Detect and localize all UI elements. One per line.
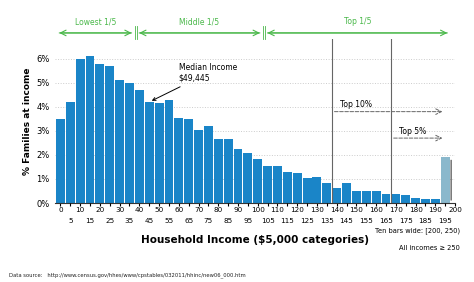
Bar bbox=[184, 119, 193, 203]
Text: Data source:   http://www.census.gov/hhes/www/cpstables/032011/hhinc/new06_000.h: Data source: http://www.census.gov/hhes/… bbox=[9, 272, 246, 278]
Bar bbox=[312, 177, 321, 203]
Bar bbox=[56, 119, 65, 203]
Text: Top 5%: Top 5% bbox=[399, 127, 426, 136]
Text: Median Income
$49,445: Median Income $49,445 bbox=[153, 63, 237, 100]
Text: Ten bars wide: [200, 250): Ten bars wide: [200, 250) bbox=[374, 228, 460, 234]
Bar bbox=[382, 194, 391, 203]
Bar bbox=[322, 183, 331, 203]
Bar bbox=[431, 199, 440, 203]
Bar bbox=[224, 139, 233, 203]
Bar bbox=[194, 130, 203, 203]
Bar bbox=[332, 188, 341, 203]
Bar bbox=[155, 103, 164, 203]
Text: Top 10%: Top 10% bbox=[339, 100, 372, 109]
Bar bbox=[86, 56, 94, 203]
Bar bbox=[125, 83, 134, 203]
Bar bbox=[135, 90, 144, 203]
Y-axis label: % Families at income: % Families at income bbox=[23, 67, 32, 175]
Bar bbox=[253, 158, 262, 203]
Bar bbox=[392, 194, 400, 203]
Bar bbox=[204, 126, 213, 203]
Bar bbox=[244, 153, 252, 203]
Bar bbox=[441, 157, 450, 203]
Text: Top 1/5: Top 1/5 bbox=[344, 17, 371, 27]
Bar bbox=[145, 102, 154, 203]
Bar bbox=[263, 166, 272, 203]
Bar bbox=[164, 100, 173, 203]
Bar bbox=[174, 118, 183, 203]
Bar bbox=[76, 59, 84, 203]
Bar bbox=[293, 173, 301, 203]
Bar bbox=[352, 191, 361, 203]
Bar bbox=[273, 166, 282, 203]
Bar bbox=[401, 195, 410, 203]
Bar bbox=[214, 139, 223, 203]
Bar bbox=[411, 198, 420, 203]
Bar bbox=[95, 63, 104, 203]
Bar bbox=[234, 149, 242, 203]
Text: Lowest 1/5: Lowest 1/5 bbox=[75, 17, 116, 27]
X-axis label: Household Income ($5,000 categories): Household Income ($5,000 categories) bbox=[141, 235, 369, 245]
Bar bbox=[362, 191, 371, 203]
Bar bbox=[105, 66, 114, 203]
Bar bbox=[283, 172, 292, 203]
Bar bbox=[342, 183, 351, 203]
Bar bbox=[302, 178, 311, 203]
Bar bbox=[421, 199, 430, 203]
Bar bbox=[115, 80, 124, 203]
Text: Middle 1/5: Middle 1/5 bbox=[180, 17, 219, 27]
Bar bbox=[66, 102, 75, 203]
Bar bbox=[372, 191, 381, 203]
Text: All incomes ≥ 250: All incomes ≥ 250 bbox=[399, 244, 460, 251]
